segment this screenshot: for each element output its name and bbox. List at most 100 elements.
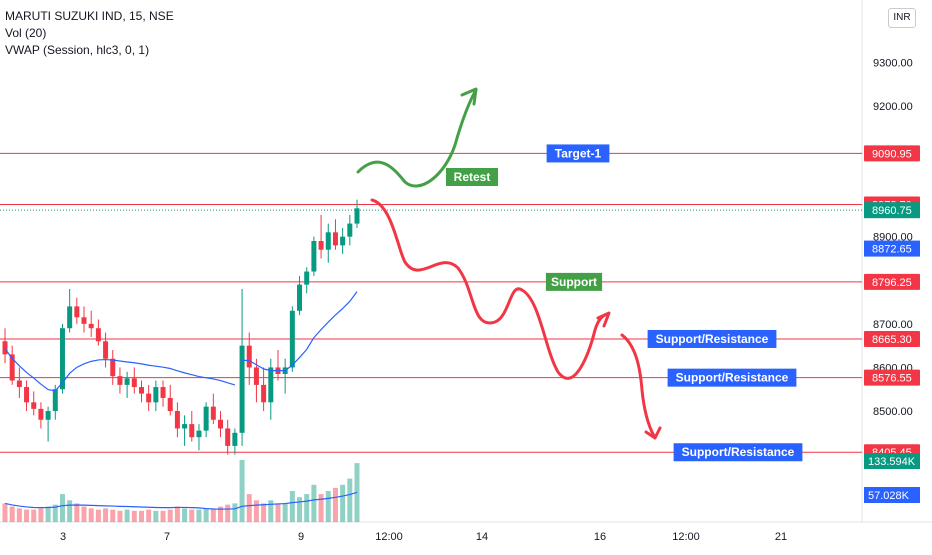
volume-bar <box>67 500 73 522</box>
candle-body <box>103 341 109 359</box>
candle-body <box>160 387 166 398</box>
bullish-arrowhead <box>460 87 478 106</box>
volume-bar <box>153 510 159 522</box>
volume-bar <box>239 460 245 522</box>
volume-bar <box>218 506 224 522</box>
level-annotation-label: Target-1 <box>555 146 602 160</box>
time-tick-label: 12:00 <box>672 531 700 543</box>
candle-body <box>95 328 101 342</box>
candle-body <box>253 367 259 385</box>
volume-ma-label: 57.028K <box>868 490 910 502</box>
candle-body <box>31 402 37 409</box>
level-annotation-box <box>673 443 803 462</box>
candle-body <box>261 384 267 403</box>
volume-bar <box>45 506 51 522</box>
retest-annotation-box <box>446 168 498 186</box>
level-annotation-label: Support <box>551 275 597 289</box>
vwap-price-tag <box>864 240 920 257</box>
volume-bar <box>304 494 310 522</box>
currency-badge[interactable]: INR <box>888 8 916 28</box>
volume-bar <box>131 510 137 522</box>
level-price-tag <box>864 369 920 386</box>
level-price-label: 9090.95 <box>872 148 912 160</box>
volume-bar <box>210 508 216 522</box>
vwap-segment-1 <box>4 348 236 392</box>
candle-body <box>24 387 30 403</box>
level-annotations: Target-1 Support Support/Resistance Support… <box>446 144 803 462</box>
level-price-tag <box>864 273 920 290</box>
level-price-tag <box>864 330 920 347</box>
time-tick-label: 16 <box>594 531 606 543</box>
volume-bar <box>124 509 130 522</box>
volume-ma-line <box>4 491 358 510</box>
candle-body <box>332 232 338 246</box>
price-tick-label: 9300.00 <box>873 57 913 69</box>
volume-bar <box>52 504 58 522</box>
candle-body <box>218 419 224 429</box>
level-price-label: 8796.25 <box>872 277 912 289</box>
candle-body <box>146 393 152 403</box>
volume-indicator-label[interactable]: Vol (20) <box>5 26 47 40</box>
bearish-projection-path <box>370 198 610 380</box>
candle-body <box>110 358 116 377</box>
volume-bar <box>182 508 188 522</box>
volume-bar <box>332 487 338 522</box>
volume-value-tag <box>864 453 920 469</box>
candle-body <box>225 428 231 446</box>
vwap-segment-2 <box>242 291 358 372</box>
volume-bar <box>282 503 288 522</box>
candles <box>2 199 360 455</box>
chart-legend: MARUTI SUZUKI IND, 15, NSE Vol (20) VWAP… <box>5 8 174 59</box>
level-annotation-box <box>546 144 610 163</box>
time-axis[interactable]: 3 7 9 12:00 14 16 12:00 21 <box>60 531 787 543</box>
candle-body <box>246 345 252 368</box>
candle-body <box>124 378 130 385</box>
volume-bar <box>325 491 331 522</box>
vwap-indicator-label[interactable]: VWAP (Session, hlc3, 0, 1) <box>5 43 150 57</box>
candle-body <box>203 406 209 431</box>
volume-bar <box>167 509 173 522</box>
candle-body <box>268 367 274 403</box>
last-price-tag <box>864 202 920 219</box>
volume-bar <box>103 508 109 522</box>
candle-body <box>59 328 65 390</box>
candle-body <box>239 345 245 433</box>
candle-body <box>131 378 137 388</box>
volume-bar <box>297 497 303 522</box>
volume-bar <box>246 494 252 522</box>
projection-paths <box>356 87 662 440</box>
time-tick-label: 3 <box>60 531 66 543</box>
candle-body <box>74 306 80 318</box>
candle-body <box>196 430 202 438</box>
candle-body <box>189 424 195 438</box>
level-annotation-box <box>545 272 603 291</box>
volume-bar <box>347 478 353 522</box>
volume-bar <box>16 508 22 522</box>
candle-body <box>325 232 331 250</box>
volume-ma-tag <box>864 487 920 503</box>
candle-body <box>354 208 360 224</box>
candle-body <box>81 317 87 324</box>
time-tick-label: 7 <box>164 531 170 543</box>
candle-body <box>138 387 144 394</box>
price-tick-label: 8700.00 <box>873 319 913 331</box>
volume-bar <box>160 510 166 522</box>
candle-body <box>38 408 44 420</box>
candle-body <box>45 411 51 420</box>
volume-bar <box>225 504 231 522</box>
last-price-label: 8960.75 <box>872 205 912 217</box>
level-price-label: 8576.55 <box>872 373 912 385</box>
symbol-title[interactable]: MARUTI SUZUKI IND, 15, NSE <box>5 9 174 23</box>
candle-body <box>182 424 188 429</box>
candle-body <box>318 241 324 250</box>
candle-body <box>9 354 15 381</box>
candle-body <box>2 341 8 355</box>
volume-bar <box>59 494 65 522</box>
volume-bar <box>261 503 267 522</box>
retest-annotation-label: Retest <box>454 170 491 184</box>
candle-body <box>88 323 94 329</box>
price-axis[interactable]: 9300.009200.008900.008700.008600.008500.… <box>864 57 920 505</box>
volume-bar <box>24 509 30 522</box>
